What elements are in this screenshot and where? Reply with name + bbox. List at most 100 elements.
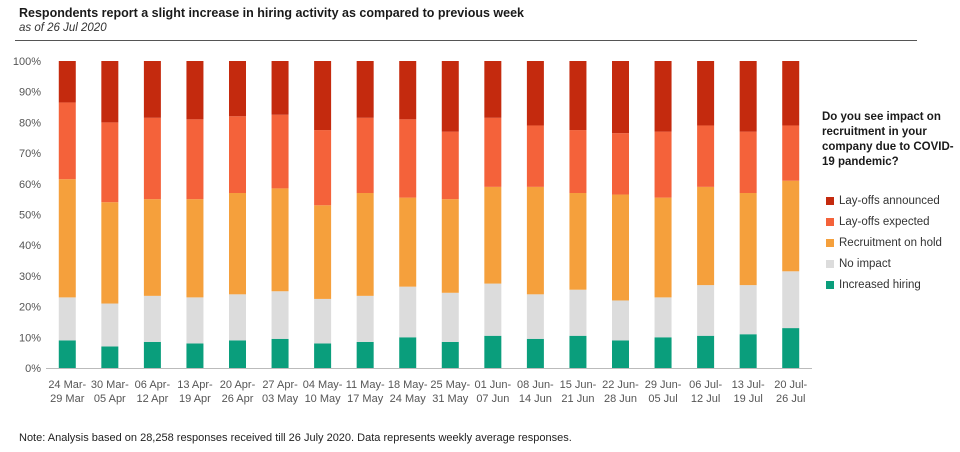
y-tick-label: 90%	[19, 87, 41, 99]
x-tick-label-line: 13 Apr-	[177, 379, 213, 391]
x-tick-label-line: 20 Apr-	[220, 379, 256, 391]
bar-segment-lay-offs-expected	[186, 119, 204, 200]
x-tick-label-line: 04 May-	[303, 379, 343, 391]
x-tick-label: 18 May- 24 May	[388, 379, 428, 405]
legend-swatch	[826, 217, 834, 226]
bar-segment-recruitment-on-hold	[143, 199, 161, 296]
bar-segment-recruitment-on-hold	[186, 199, 204, 298]
x-tick-label-line: 21 Jun	[561, 393, 594, 405]
bar-segment-no-impact	[612, 300, 629, 341]
bar-segment-increased-hiring	[229, 340, 246, 368]
y-tick-label: 50%	[19, 210, 41, 222]
bar-segment-no-impact	[271, 291, 289, 339]
x-tick-label-line: 07 Jun	[476, 393, 509, 405]
bar-segment-increased-hiring	[612, 340, 629, 368]
x-tick-label-line: 01 Jun-	[474, 379, 511, 391]
bar-segment-recruitment-on-hold	[441, 199, 459, 293]
bar-segment-lay-offs-announced	[229, 61, 246, 117]
legend-swatch	[826, 259, 834, 268]
bar-segment-recruitment-on-hold	[697, 186, 715, 286]
x-tick-label-line: 06 Jul-	[689, 379, 722, 391]
x-tick-label: 20 Apr- 26 Apr	[220, 379, 256, 405]
x-tick-label-line: 22 Jun-	[602, 379, 639, 391]
x-tick-label-line: 28 Jun	[604, 393, 637, 405]
x-tick-label-line: 12 Apr	[136, 393, 168, 405]
bar-segment-lay-offs-announced	[441, 61, 459, 132]
bar-segment-lay-offs-announced	[186, 61, 204, 120]
x-tick-label: 04 May- 10 May	[303, 379, 343, 405]
legend-swatch	[826, 238, 834, 247]
chart-legend: Lay-offs announced Lay-offs expected Recru…	[826, 190, 942, 295]
bar-segment-recruitment-on-hold	[101, 202, 119, 304]
bar-segment-no-impact	[782, 271, 800, 329]
bar-segment-recruitment-on-hold	[526, 186, 544, 295]
x-tick-label-line: 17 May	[347, 393, 384, 405]
y-tick-label: 80%	[19, 117, 41, 129]
x-tick-label: 01 Jun- 07 Jun	[474, 379, 511, 405]
legend-item: No impact	[826, 253, 942, 274]
x-tick-label-line: 24 May	[390, 393, 427, 405]
y-tick-label: 40%	[19, 240, 41, 252]
bar-segment-lay-offs-announced	[526, 61, 544, 126]
bar-segment-recruitment-on-hold	[612, 194, 629, 301]
x-tick-label: 15 Jun- 21 Jun	[560, 379, 597, 405]
bar-segment-increased-hiring	[143, 341, 161, 368]
bar-segment-no-impact	[399, 286, 417, 338]
bar-segment-lay-offs-announced	[356, 61, 374, 118]
bar-segment-lay-offs-announced	[782, 61, 800, 126]
legend-question: Do you see impact on recruitment in your…	[822, 111, 954, 168]
x-tick-label-line: 03 May	[262, 393, 299, 405]
bar-segment-no-impact	[569, 289, 587, 336]
x-tick-label-line: 08 Jun-	[517, 379, 554, 391]
y-tick-label: 30%	[19, 271, 41, 283]
bar-segment-recruitment-on-hold	[654, 197, 672, 298]
bar-segment-lay-offs-announced	[314, 61, 332, 131]
bar-segment-recruitment-on-hold	[356, 193, 374, 296]
x-tick-label-line: 05 Jul	[648, 393, 677, 405]
x-tick-label-line: 05 Apr	[94, 393, 126, 405]
y-tick-label: 0%	[25, 363, 41, 375]
x-tick-label: 13 Jul- 19 Jul	[732, 379, 765, 405]
footnote: Note: Analysis based on 28,258 responses…	[19, 432, 572, 444]
bar-segment-increased-hiring	[569, 335, 587, 368]
legend-swatch	[826, 280, 834, 289]
bar-segment-increased-hiring	[186, 343, 204, 368]
bar-segment-recruitment-on-hold	[782, 180, 800, 272]
legend-item: Lay-offs expected	[826, 211, 942, 232]
bar-segment-lay-offs-expected	[484, 117, 502, 187]
y-tick-label: 100%	[13, 56, 41, 68]
bar-segment-increased-hiring	[697, 335, 715, 368]
y-tick-label: 70%	[19, 148, 41, 160]
x-tick-label: 11 May- 17 May	[346, 379, 385, 405]
bar-segment-lay-offs-announced	[612, 61, 629, 134]
legend-label: Lay-offs announced	[839, 194, 940, 207]
x-tick-label: 20 Jul- 26 Jul	[774, 379, 807, 405]
y-tick-label: 20%	[19, 302, 41, 314]
bar-segment-lay-offs-announced	[569, 61, 587, 131]
x-tick-label: 06 Jul- 12 Jul	[689, 379, 722, 405]
legend-label: Increased hiring	[839, 278, 921, 291]
title-divider	[15, 40, 917, 41]
x-tick-label-line: 31 May	[432, 393, 469, 405]
bar-segment-no-impact	[739, 285, 757, 335]
bar-segment-lay-offs-expected	[697, 125, 715, 187]
y-tick-label: 10%	[19, 332, 41, 344]
bar-segment-increased-hiring	[739, 334, 757, 368]
x-tick-label: 30 Mar- 05 Apr	[91, 379, 129, 405]
bar-segment-lay-offs-expected	[569, 130, 587, 194]
x-tick-label-line: 13 Jul-	[732, 379, 765, 391]
bar-segment-no-impact	[526, 294, 544, 339]
legend-swatch	[826, 196, 834, 205]
bar-segment-no-impact	[58, 297, 76, 341]
bar-segment-lay-offs-expected	[58, 102, 76, 180]
bar-segment-increased-hiring	[101, 346, 119, 368]
bar-segment-lay-offs-expected	[782, 125, 800, 181]
bar-segment-lay-offs-expected	[356, 117, 374, 194]
bar-segment-lay-offs-announced	[271, 61, 289, 115]
x-tick-label-line: 27 Apr-	[262, 379, 298, 391]
x-tick-label-line: 12 Jul	[691, 393, 720, 405]
bar-segment-lay-offs-expected	[441, 131, 459, 200]
bar-segment-lay-offs-announced	[654, 61, 672, 132]
bar-segment-increased-hiring	[441, 341, 459, 368]
bar-segment-recruitment-on-hold	[229, 193, 246, 295]
